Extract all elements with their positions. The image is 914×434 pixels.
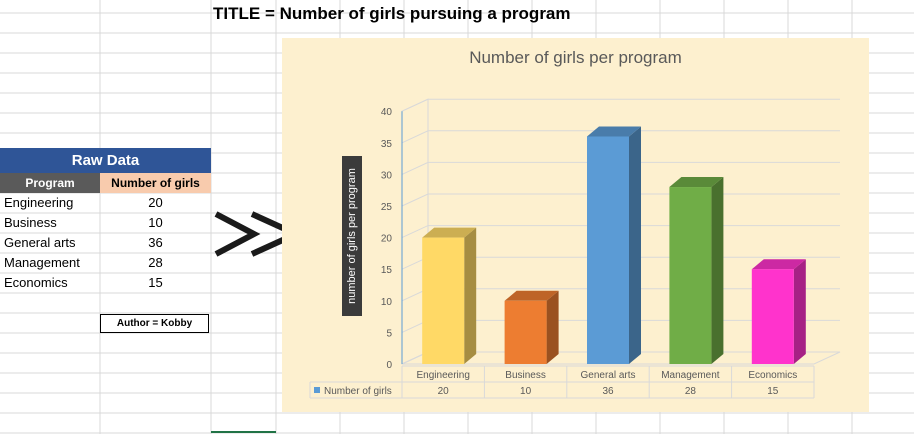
bar-top [504, 290, 559, 301]
x-tick-label: Economics [748, 370, 797, 381]
table-row[interactable]: Business 10 [0, 213, 211, 233]
girls-cell[interactable]: 20 [148, 195, 163, 210]
bar-top [422, 227, 477, 238]
bar-front [504, 300, 547, 364]
y-tick-label: 40 [381, 107, 393, 118]
bar-engineering [422, 227, 477, 364]
sheet-title: TITLE = Number of girls pursuing a progr… [213, 4, 571, 23]
bar-economics [751, 259, 806, 364]
bar-side [793, 259, 806, 364]
y-tick-label: 20 [381, 234, 393, 245]
program-cell[interactable]: Management [4, 255, 80, 270]
y-axis-title-box: number of girls per program [342, 156, 362, 316]
bar-side [711, 177, 724, 364]
table-row[interactable]: General arts 36 [0, 233, 211, 253]
bar-side [629, 126, 641, 364]
bar-general-arts [587, 126, 641, 364]
bar-front [669, 187, 712, 364]
bar-top [751, 259, 806, 270]
bar-management [669, 177, 724, 364]
chart-area[interactable]: Number of girls per program number of gi… [282, 38, 869, 412]
x-tick-label: Engineering [417, 370, 470, 381]
legend-swatch [314, 387, 320, 393]
bar-top [587, 126, 641, 137]
y-tick-label: 25 [381, 202, 393, 213]
data-label: 20 [438, 386, 450, 397]
data-table: Engineering 20 Business 10 General arts 36 Man… [309, 365, 815, 399]
legend-label: Number of girls [324, 386, 392, 397]
y-tick-label: 5 [386, 328, 392, 339]
y-tick-label: 30 [381, 170, 393, 181]
bar-side [546, 290, 559, 364]
table-row[interactable]: Economics 15 [0, 273, 211, 293]
x-tick-label: General arts [580, 370, 635, 381]
x-tick-label: Business [505, 370, 546, 381]
data-label: 15 [767, 386, 779, 397]
data-label: 28 [685, 386, 697, 397]
girls-cell[interactable]: 28 [148, 255, 163, 270]
y-tick-label: 35 [381, 139, 393, 150]
gridline [401, 98, 840, 112]
gridline [401, 130, 840, 144]
bar-front [422, 237, 465, 364]
bar-front [751, 269, 794, 364]
girls-cell[interactable]: 10 [148, 215, 163, 230]
bar-front [587, 136, 629, 364]
girls-cell[interactable]: 15 [148, 275, 163, 290]
chart-title: Number of girls per program [469, 48, 682, 67]
program-cell[interactable]: Engineering [4, 195, 74, 210]
program-cell[interactable]: General arts [4, 235, 76, 250]
table-row[interactable]: Engineering 20 [0, 193, 211, 213]
gridline [401, 161, 840, 175]
raw-data-header: Raw Data [0, 148, 211, 173]
data-label: 36 [602, 386, 614, 397]
y-tick-label: 10 [381, 297, 393, 308]
girls-column-header: Number of girls [100, 173, 211, 193]
bar-top [669, 177, 724, 188]
bar-business [504, 290, 559, 364]
y-tick-label: 15 [381, 265, 393, 276]
data-label: 10 [520, 386, 532, 397]
program-column-header: Program [0, 173, 100, 193]
y-tick-label: 0 [386, 360, 392, 371]
girls-cell[interactable]: 36 [148, 235, 163, 250]
bar-chart: 0 5 10 15 20 25 30 35 40 Engineering 20 Business 10 G… [309, 98, 841, 399]
x-tick-label: Management [661, 370, 720, 381]
bar-side [464, 227, 477, 364]
table-row[interactable]: Management 28 [0, 253, 211, 273]
author-textbox[interactable]: Author = Kobby [100, 314, 209, 333]
program-cell[interactable]: Economics [4, 275, 68, 290]
program-cell[interactable]: Business [4, 215, 57, 230]
